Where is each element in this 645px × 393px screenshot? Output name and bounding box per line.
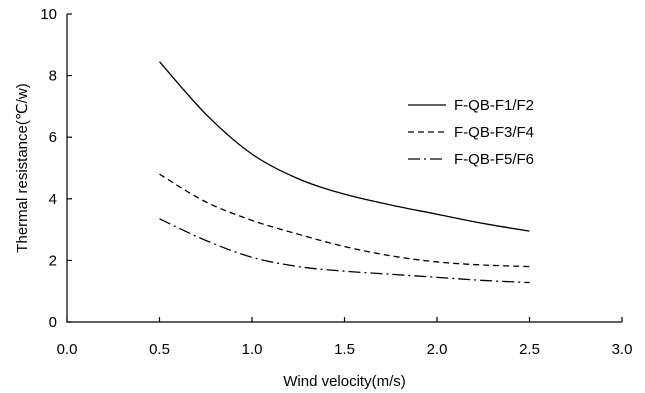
x-tick-label: 1.5 bbox=[334, 341, 355, 358]
x-tick-label: 2.5 bbox=[519, 341, 540, 358]
series-line-2 bbox=[159, 173, 530, 268]
axis-frame bbox=[66, 14, 622, 323]
y-tick-label: 0 bbox=[49, 314, 57, 331]
x-tick-label: 1.0 bbox=[242, 341, 263, 358]
x-axis-title: Wind velocity(m/s) bbox=[283, 373, 406, 390]
x-tick-label: 3.0 bbox=[612, 341, 633, 358]
y-tick-label: 2 bbox=[49, 252, 57, 269]
series-line-1 bbox=[159, 61, 530, 232]
series-line-3 bbox=[159, 218, 530, 284]
y-tick-label: 4 bbox=[49, 191, 57, 208]
y-axis-ticks: 0 2 4 6 8 10 bbox=[40, 6, 72, 331]
y-tick-label: 6 bbox=[49, 129, 57, 146]
y-axis-title: Thermal resistance(℃/w) bbox=[14, 83, 31, 252]
legend-label-1: F-QB-F1/F2 bbox=[454, 97, 534, 114]
series-layer bbox=[159, 61, 530, 284]
x-axis-ticks: 0.0 0.5 1.0 1.5 2.0 2.5 3.0 bbox=[57, 317, 633, 358]
legend-label-2: F-QB-F3/F4 bbox=[454, 124, 534, 141]
x-tick-label: 0.0 bbox=[57, 341, 78, 358]
chart-axes bbox=[66, 14, 622, 323]
y-tick-label: 10 bbox=[40, 6, 57, 23]
legend-label-3: F-QB-F5/F6 bbox=[454, 151, 534, 168]
y-tick-label: 8 bbox=[49, 68, 57, 85]
x-tick-label: 0.5 bbox=[149, 341, 170, 358]
x-tick-label: 2.0 bbox=[427, 341, 448, 358]
legend: F-QB-F1/F2 F-QB-F3/F4 F-QB-F5/F6 bbox=[408, 97, 534, 168]
